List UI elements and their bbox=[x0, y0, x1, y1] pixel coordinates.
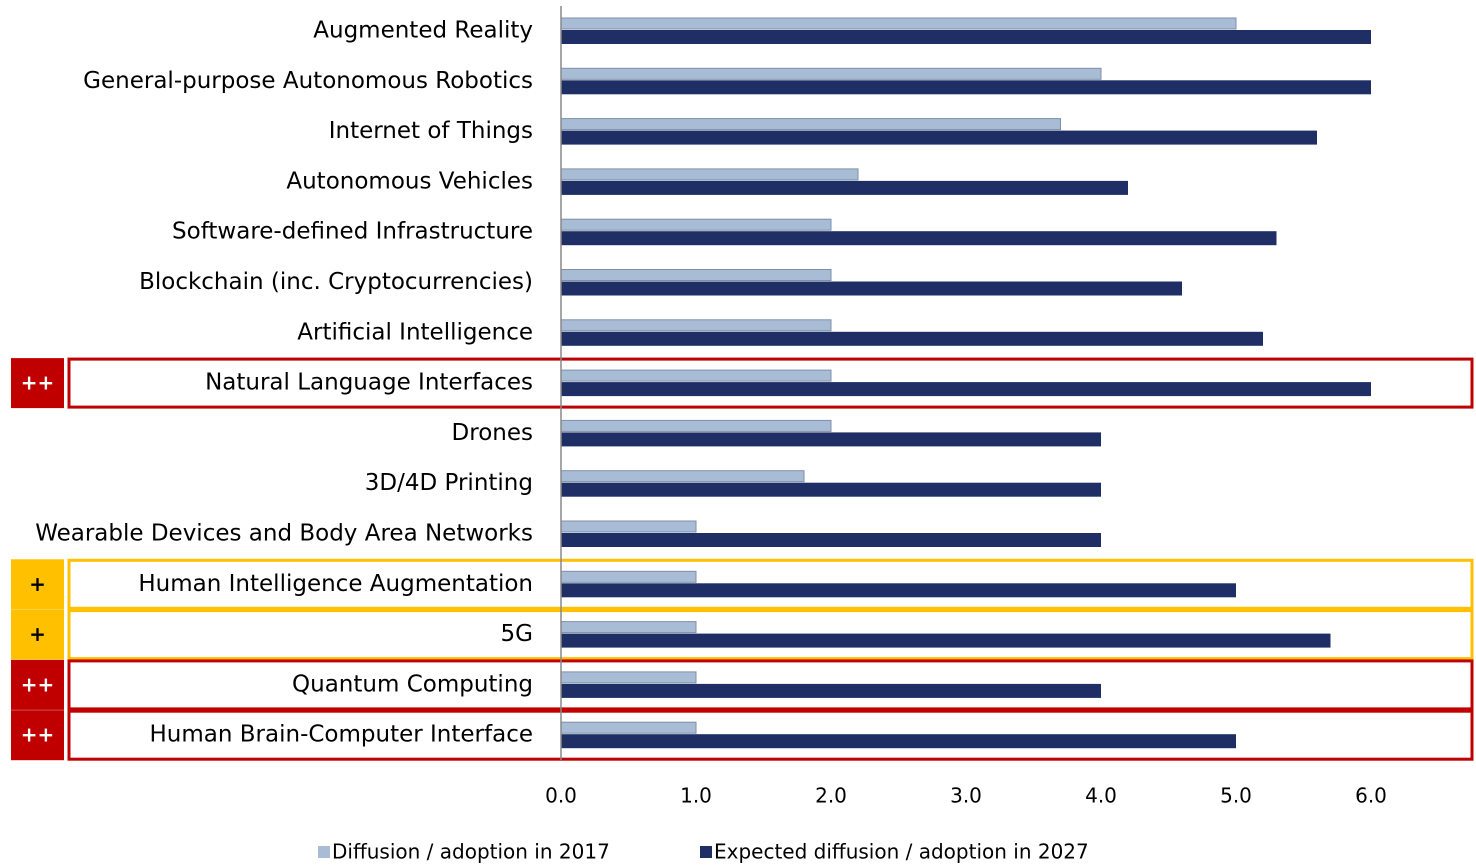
bar bbox=[561, 30, 1371, 44]
bar bbox=[561, 281, 1182, 296]
category-label: Wearable Devices and Body Area Networks bbox=[35, 521, 533, 547]
bar bbox=[561, 533, 1101, 547]
bar bbox=[561, 80, 1371, 95]
bar bbox=[560, 218, 832, 231]
bar bbox=[560, 671, 697, 684]
highlight-label: + bbox=[29, 622, 46, 646]
x-tick-label: 4.0 bbox=[1085, 784, 1117, 808]
bar bbox=[560, 470, 805, 483]
category-label: General-purpose Autonomous Robotics bbox=[83, 68, 533, 94]
legend-label: Diffusion / adoption in 2017 bbox=[332, 840, 610, 864]
legend-swatch bbox=[700, 846, 712, 858]
bar bbox=[560, 168, 859, 181]
legend-swatch bbox=[318, 846, 330, 858]
bar bbox=[560, 269, 832, 281]
bar bbox=[561, 331, 1263, 346]
bar bbox=[560, 118, 1061, 131]
highlight-badge bbox=[11, 710, 64, 761]
bar bbox=[561, 482, 1101, 497]
category-label: Autonomous Vehicles bbox=[286, 168, 533, 194]
highlight-label: + bbox=[29, 572, 46, 596]
bar bbox=[560, 17, 1237, 30]
bar bbox=[561, 130, 1317, 145]
bar bbox=[560, 721, 697, 734]
bar bbox=[561, 382, 1371, 397]
bar bbox=[561, 231, 1277, 246]
highlight-box bbox=[67, 609, 1474, 661]
category-label: Internet of Things bbox=[329, 118, 533, 144]
x-tick-label: 3.0 bbox=[950, 784, 982, 808]
category-label: Drones bbox=[452, 420, 533, 446]
bar bbox=[560, 369, 832, 382]
category-label: Augmented Reality bbox=[313, 18, 533, 44]
x-tick-label: 6.0 bbox=[1355, 784, 1387, 808]
category-label: 5G bbox=[501, 621, 533, 647]
bar bbox=[561, 734, 1236, 749]
highlight-badge bbox=[11, 559, 64, 610]
bar bbox=[560, 319, 832, 332]
bar bbox=[561, 633, 1331, 648]
category-label: Human Intelligence Augmentation bbox=[138, 571, 533, 597]
highlight-box bbox=[67, 659, 1474, 711]
x-tick-label: 0.0 bbox=[545, 784, 577, 808]
bar bbox=[561, 432, 1101, 447]
category-label: 3D/4D Printing bbox=[365, 470, 533, 496]
x-tick-label: 5.0 bbox=[1220, 784, 1252, 808]
x-tick-label: 1.0 bbox=[680, 784, 712, 808]
bar bbox=[561, 180, 1128, 195]
highlight-badge bbox=[11, 358, 64, 409]
category-label: Software-defined Infrastructure bbox=[172, 219, 533, 245]
bar bbox=[560, 419, 832, 432]
highlight-box bbox=[67, 558, 1474, 610]
bar bbox=[560, 67, 1102, 80]
highlight-box bbox=[67, 709, 1474, 761]
x-tick-label: 2.0 bbox=[815, 784, 847, 808]
highlight-badge bbox=[11, 659, 64, 710]
highlight-label: ++ bbox=[21, 672, 55, 696]
highlight-badge bbox=[11, 609, 64, 660]
bar bbox=[560, 520, 697, 533]
category-label: Artificial Intelligence bbox=[297, 319, 533, 345]
category-label: Blockchain (inc. Cryptocurrencies) bbox=[139, 269, 533, 295]
category-label: Quantum Computing bbox=[292, 671, 533, 697]
bar bbox=[560, 621, 697, 634]
legend-label: Expected diffusion / adoption in 2027 bbox=[714, 840, 1089, 864]
highlight-label: ++ bbox=[21, 371, 55, 395]
category-label: Human Brain-Computer Interface bbox=[150, 722, 533, 748]
highlight-label: ++ bbox=[21, 723, 55, 747]
bar bbox=[561, 683, 1101, 698]
category-label: Natural Language Interfaces bbox=[205, 370, 533, 396]
bar bbox=[561, 583, 1236, 598]
highlight-box bbox=[67, 357, 1474, 409]
bar bbox=[560, 570, 697, 583]
